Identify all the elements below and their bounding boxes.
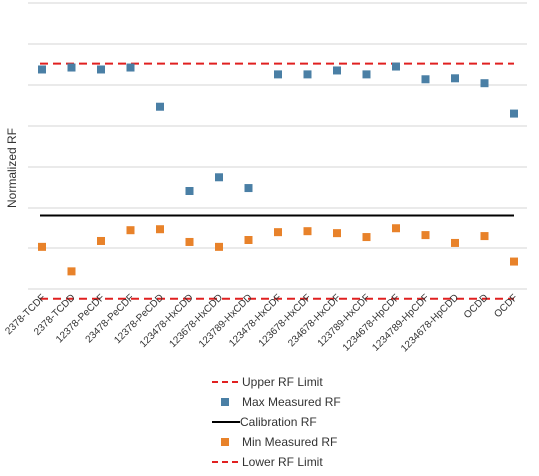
min-measured-rf-point — [126, 226, 135, 235]
y-axis-label: Normalized RF — [5, 128, 19, 208]
chart-plot: 2378-TCDF2378-TCDD12378-PeCDF23478-PeCDF… — [3, 2, 527, 354]
reference-lines — [40, 62, 514, 300]
min-measured-rf-point — [244, 236, 253, 244]
data-points — [38, 62, 518, 276]
max-measured-rf-point — [156, 102, 164, 111]
max-measured-rf-point — [274, 70, 282, 79]
max-measured-rf-point — [480, 79, 489, 88]
min-measured-rf-point — [480, 232, 489, 241]
solid-line-icon — [212, 421, 240, 423]
max-measured-rf-point — [126, 63, 135, 72]
legend-item-max-measured-rf: Max Measured RF — [210, 392, 410, 412]
legend-label: Upper RF Limit — [242, 375, 323, 389]
legend: Upper RF Limit Max Measured RF Calibrati… — [210, 372, 410, 472]
x-tick-label: 1234678-HpCDD — [399, 292, 461, 354]
min-measured-rf-point — [451, 238, 459, 247]
min-measured-rf-point — [215, 242, 223, 251]
min-measured-rf-point — [303, 227, 312, 236]
legend-item-upper-rf-limit: Upper RF Limit — [210, 372, 410, 392]
min-measured-rf-point — [97, 236, 105, 245]
legend-label: Max Measured RF — [242, 395, 341, 409]
x-tick-label: 123789-HxCDD — [197, 292, 255, 350]
x-tick-label: 234678-HxCDF — [286, 292, 343, 349]
square-marker-icon — [221, 398, 229, 406]
min-measured-rf-point — [274, 228, 282, 237]
min-measured-rf-point — [510, 257, 518, 266]
min-measured-rf-point — [185, 237, 194, 246]
max-measured-rf-point — [244, 184, 253, 193]
max-measured-rf-point — [362, 70, 371, 79]
min-measured-rf-point — [333, 229, 341, 238]
max-measured-rf-point — [333, 66, 341, 75]
dashed-line-icon — [212, 381, 238, 383]
max-measured-rf-point — [303, 70, 312, 79]
dashed-line-icon — [212, 461, 238, 463]
x-tick-label: 123478-HxCDD — [138, 292, 196, 350]
max-measured-rf-point — [67, 63, 76, 72]
legend-label: Min Measured RF — [242, 435, 338, 449]
legend-item-lower-rf-limit: Lower RF Limit — [210, 452, 410, 472]
legend-label: Lower RF Limit — [242, 455, 323, 469]
legend-label: Calibration RF — [240, 415, 317, 429]
min-measured-rf-point — [421, 231, 430, 240]
max-measured-rf-point — [392, 62, 400, 71]
min-measured-rf-point — [156, 225, 164, 234]
x-tick-label: 123678-HxCDF — [257, 292, 314, 349]
min-measured-rf-point — [67, 267, 76, 276]
max-measured-rf-point — [421, 75, 430, 84]
max-measured-rf-point — [510, 109, 518, 118]
x-tick-label: 123678-HxCDD — [167, 292, 225, 350]
min-measured-rf-point — [362, 233, 371, 242]
x-tick-label: 123478-HxCDF — [227, 292, 284, 349]
max-measured-rf-point — [451, 74, 459, 83]
x-tick-label: OCDD — [462, 292, 491, 321]
gridlines — [28, 2, 527, 290]
square-marker-icon — [221, 438, 229, 446]
legend-item-min-measured-rf: Min Measured RF — [210, 432, 410, 452]
min-measured-rf-point — [392, 224, 400, 233]
x-tick-labels: 2378-TCDF2378-TCDD12378-PeCDF23478-PeCDF… — [3, 292, 520, 354]
x-tick-label: 123789-HxCDF — [316, 292, 373, 349]
x-tick-label: OCDF — [492, 292, 520, 320]
max-measured-rf-point — [38, 65, 46, 74]
max-measured-rf-point — [97, 65, 105, 74]
legend-item-calibration-rf: Calibration RF — [210, 412, 410, 432]
max-measured-rf-point — [185, 187, 194, 195]
max-measured-rf-point — [215, 173, 223, 182]
min-measured-rf-point — [38, 242, 46, 251]
